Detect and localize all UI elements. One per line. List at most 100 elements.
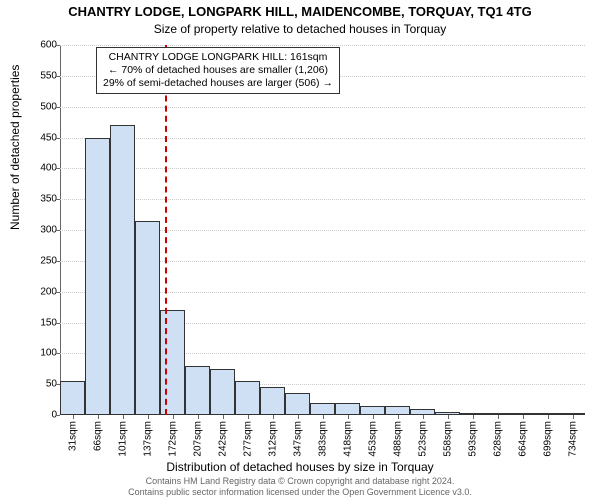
reference-line: [165, 45, 167, 415]
x-tick-label: 277sqm: [242, 421, 253, 457]
y-tick-mark: [56, 415, 60, 416]
histogram-bar: [60, 381, 85, 415]
x-tick-mark: [173, 415, 174, 419]
x-tick-label: 418sqm: [342, 421, 353, 457]
x-tick-mark: [223, 415, 224, 419]
x-tick-mark: [73, 415, 74, 419]
y-tick-mark: [56, 261, 60, 262]
x-axis-label: Distribution of detached houses by size …: [0, 460, 600, 474]
x-tick-label: 347sqm: [292, 421, 303, 457]
x-tick-label: 593sqm: [467, 421, 478, 457]
footer-line: Contains public sector information licen…: [0, 487, 600, 498]
histogram-bar: [310, 403, 335, 415]
chart-container: CHANTRY LODGE, LONGPARK HILL, MAIDENCOMB…: [0, 0, 600, 500]
histogram-bar: [110, 125, 135, 415]
x-tick-label: 628sqm: [492, 421, 503, 457]
x-tick-mark: [198, 415, 199, 419]
y-tick-label: 350: [27, 194, 57, 205]
histogram-bar: [385, 406, 410, 415]
x-tick-mark: [523, 415, 524, 419]
y-tick-label: 300: [27, 225, 57, 236]
y-tick-mark: [56, 107, 60, 108]
x-tick-label: 66sqm: [92, 421, 103, 451]
gridline: [60, 45, 585, 46]
y-tick-label: 500: [27, 101, 57, 112]
x-tick-label: 312sqm: [267, 421, 278, 457]
y-axis-label: Number of detached properties: [8, 65, 22, 230]
y-tick-mark: [56, 292, 60, 293]
histogram-bar: [135, 221, 160, 415]
x-tick-mark: [573, 415, 574, 419]
x-tick-mark: [123, 415, 124, 419]
annotation-box: CHANTRY LODGE LONGPARK HILL: 161sqm ← 70…: [96, 47, 340, 94]
chart-subtitle: Size of property relative to detached ho…: [0, 22, 600, 36]
x-tick-label: 488sqm: [392, 421, 403, 457]
histogram-bar: [360, 406, 385, 415]
y-tick-mark: [56, 168, 60, 169]
x-tick-mark: [398, 415, 399, 419]
gridline: [60, 138, 585, 139]
y-tick-label: 50: [27, 379, 57, 390]
x-tick-label: 137sqm: [142, 421, 153, 457]
x-tick-label: 523sqm: [417, 421, 428, 457]
histogram-bar: [185, 366, 210, 415]
footer-attribution: Contains HM Land Registry data © Crown c…: [0, 476, 600, 498]
x-tick-mark: [98, 415, 99, 419]
gridline: [60, 168, 585, 169]
x-tick-label: 734sqm: [567, 421, 578, 457]
annotation-line: ← 70% of detached houses are smaller (1,…: [103, 64, 333, 77]
x-tick-label: 558sqm: [442, 421, 453, 457]
y-tick-mark: [56, 76, 60, 77]
x-tick-mark: [423, 415, 424, 419]
y-tick-label: 400: [27, 163, 57, 174]
footer-line: Contains HM Land Registry data © Crown c…: [0, 476, 600, 487]
y-tick-mark: [56, 323, 60, 324]
y-tick-mark: [56, 199, 60, 200]
y-tick-label: 550: [27, 70, 57, 81]
y-tick-label: 150: [27, 317, 57, 328]
gridline: [60, 199, 585, 200]
x-tick-label: 207sqm: [192, 421, 203, 457]
y-tick-mark: [56, 353, 60, 354]
x-tick-label: 242sqm: [217, 421, 228, 457]
x-tick-mark: [498, 415, 499, 419]
x-tick-mark: [348, 415, 349, 419]
x-tick-label: 31sqm: [67, 421, 78, 451]
y-tick-label: 600: [27, 40, 57, 51]
x-tick-label: 664sqm: [517, 421, 528, 457]
x-tick-mark: [373, 415, 374, 419]
gridline: [60, 107, 585, 108]
x-tick-mark: [448, 415, 449, 419]
annotation-line: 29% of semi-detached houses are larger (…: [103, 77, 333, 90]
x-tick-label: 699sqm: [542, 421, 553, 457]
histogram-bar: [235, 381, 260, 415]
y-tick-label: 200: [27, 286, 57, 297]
y-tick-label: 450: [27, 132, 57, 143]
histogram-bar: [260, 387, 285, 415]
histogram-bar: [160, 310, 185, 415]
y-tick-label: 0: [27, 410, 57, 421]
x-tick-mark: [148, 415, 149, 419]
x-tick-mark: [473, 415, 474, 419]
annotation-line: CHANTRY LODGE LONGPARK HILL: 161sqm: [103, 51, 333, 64]
y-tick-mark: [56, 45, 60, 46]
histogram-bar: [335, 403, 360, 415]
y-tick-mark: [56, 230, 60, 231]
x-tick-mark: [548, 415, 549, 419]
x-tick-mark: [273, 415, 274, 419]
y-tick-label: 100: [27, 348, 57, 359]
x-tick-label: 101sqm: [117, 421, 128, 457]
plot-area: 05010015020025030035040045050055060031sq…: [60, 45, 585, 415]
y-tick-mark: [56, 138, 60, 139]
x-tick-mark: [248, 415, 249, 419]
x-tick-label: 383sqm: [317, 421, 328, 457]
histogram-bar: [285, 393, 310, 415]
chart-title: CHANTRY LODGE, LONGPARK HILL, MAIDENCOMB…: [0, 4, 600, 19]
x-tick-mark: [298, 415, 299, 419]
x-tick-mark: [323, 415, 324, 419]
x-tick-label: 172sqm: [167, 421, 178, 457]
x-tick-label: 453sqm: [367, 421, 378, 457]
histogram-bar: [85, 138, 110, 416]
y-tick-label: 250: [27, 255, 57, 266]
histogram-bar: [210, 369, 235, 415]
